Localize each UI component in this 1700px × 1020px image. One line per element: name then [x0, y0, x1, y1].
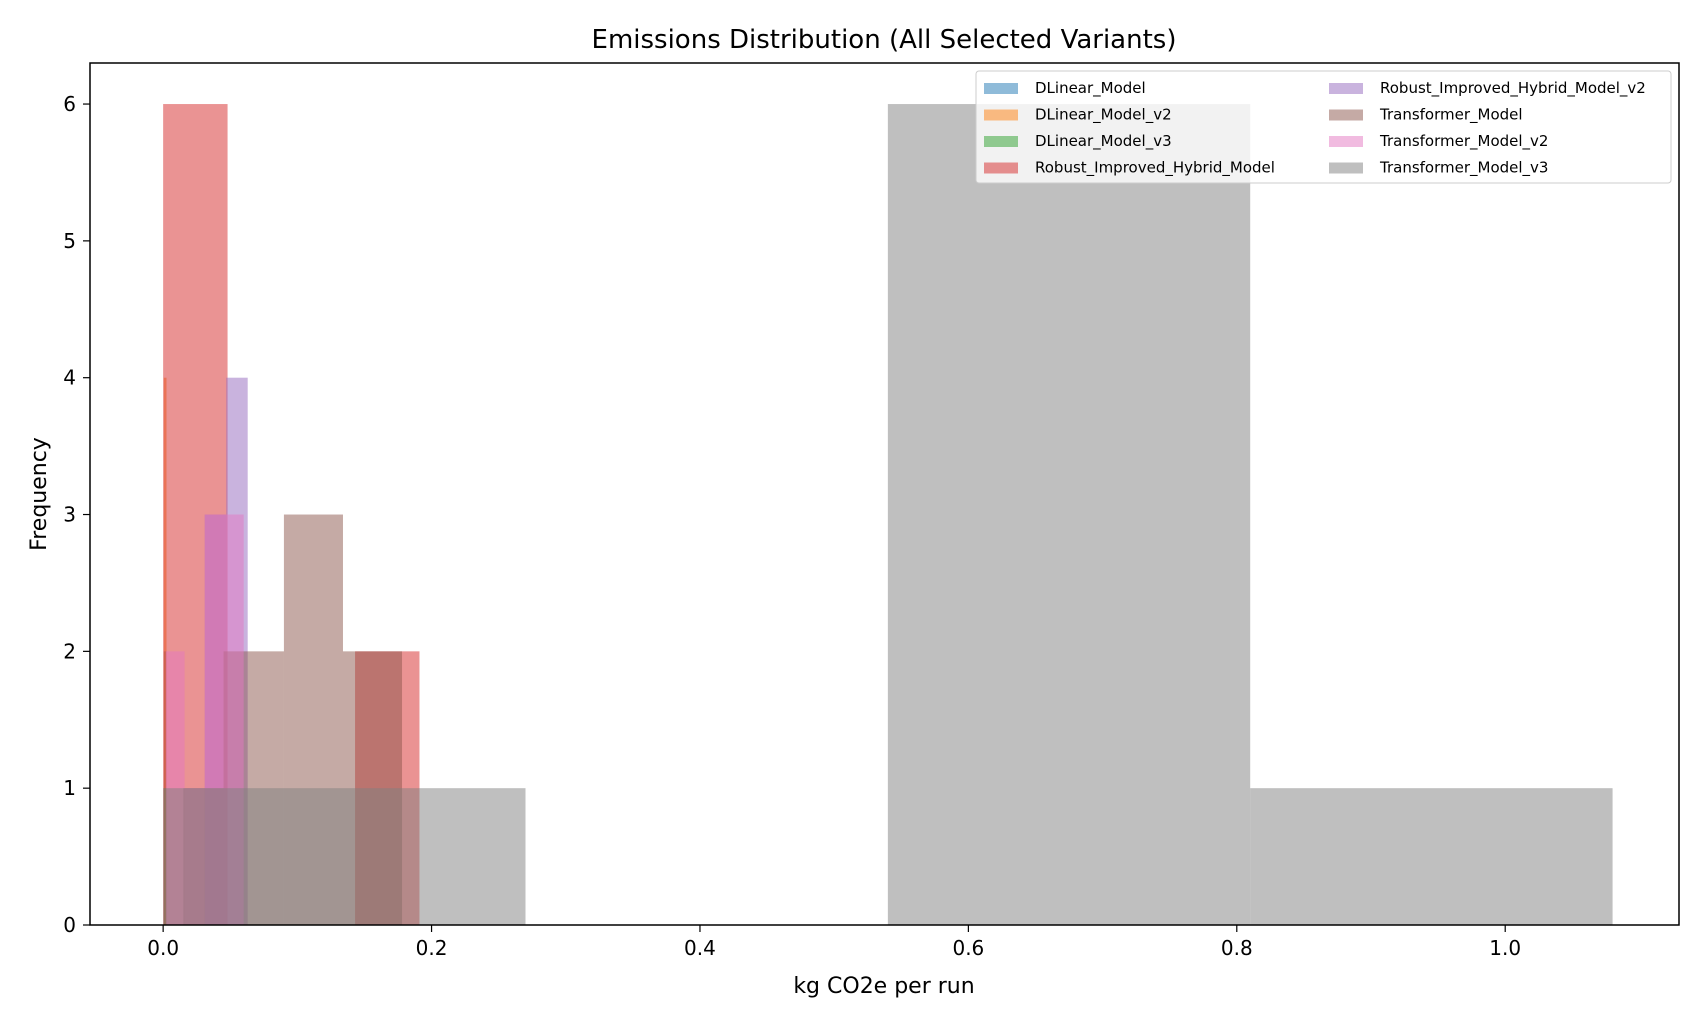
y-tick-label: 6 — [63, 92, 76, 116]
legend-swatch — [1329, 109, 1363, 121]
legend-label: DLinear_Model — [1035, 79, 1146, 98]
x-tick-label: 0.0 — [147, 936, 179, 960]
y-tick-label: 0 — [63, 913, 76, 937]
x-tick-label: 1.0 — [1489, 936, 1521, 960]
x-tick-label: 0.2 — [416, 936, 448, 960]
legend-label: Robust_Improved_Hybrid_Model_v2 — [1380, 79, 1646, 98]
histogram-bar — [163, 788, 526, 925]
legend-label: Robust_Improved_Hybrid_Model — [1035, 159, 1275, 178]
legend: DLinear_Model DLinear_Model_v2 DLinear_Mod… — [975, 70, 1672, 184]
legend-swatch — [984, 109, 1018, 121]
x-tick-label: 0.8 — [1221, 936, 1253, 960]
legend-swatch — [984, 162, 1018, 174]
y-axis-ticks: 0 1 2 3 4 5 6 — [63, 92, 90, 937]
legend-swatch — [984, 83, 1018, 94]
plot-frame — [89, 62, 1680, 926]
legend-swatch — [1329, 83, 1363, 94]
y-tick-label: 3 — [63, 503, 76, 527]
legend-swatch — [984, 136, 1018, 147]
x-tick-label: 0.6 — [952, 936, 984, 960]
legend-box — [975, 70, 1672, 184]
histogram-bar — [887, 104, 1251, 926]
legend-label: Transformer_Model_v3 — [1379, 159, 1548, 178]
x-tick-label: 0.4 — [684, 936, 716, 960]
legend-swatch — [1329, 162, 1363, 174]
legend-swatch — [1329, 136, 1363, 147]
y-axis-label: Frequency — [27, 437, 52, 551]
x-axis-label: kg CO2e per run — [793, 974, 974, 999]
y-tick-label: 2 — [63, 639, 76, 663]
x-axis-ticks: 0.0 0.2 0.4 0.6 0.8 1.0 — [147, 925, 1521, 960]
legend-label: DLinear_Model_v3 — [1035, 132, 1172, 151]
chart-title: Emissions Distribution (All Selected Var… — [592, 25, 1177, 55]
y-tick-label: 1 — [63, 776, 76, 800]
legend-label: DLinear_Model_v2 — [1035, 106, 1172, 125]
y-tick-label: 5 — [63, 229, 76, 253]
y-tick-label: 4 — [63, 366, 76, 390]
legend-label: Transformer_Model_v2 — [1379, 132, 1548, 151]
legend-label: Transformer_Model — [1379, 106, 1523, 125]
histogram-bar — [1250, 788, 1613, 925]
bars-layer — [163, 104, 1613, 926]
